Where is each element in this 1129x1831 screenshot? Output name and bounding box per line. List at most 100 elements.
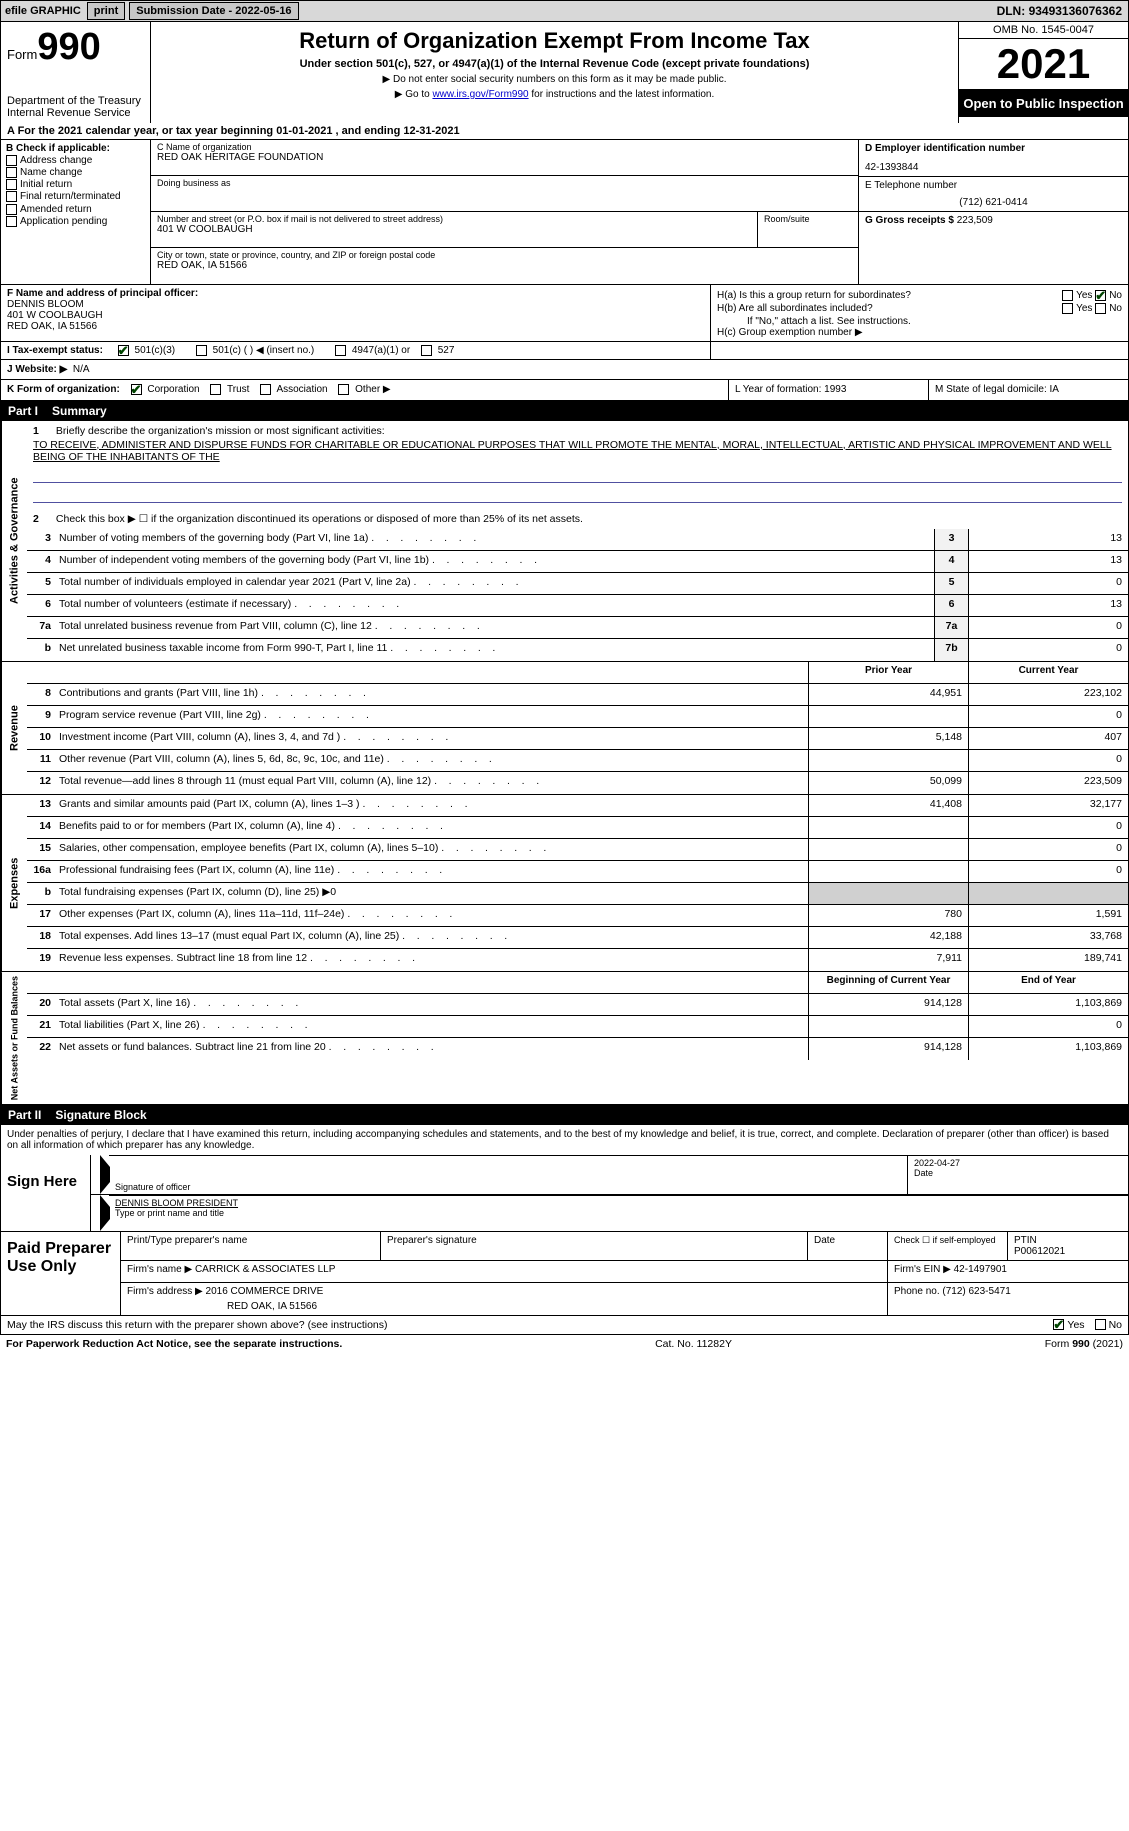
box-f: F Name and address of principal officer:…: [1, 285, 711, 341]
street-label: Number and street (or P.O. box if mail i…: [157, 214, 751, 224]
cat-no: Cat. No. 11282Y: [655, 1338, 732, 1350]
prep-phone: (712) 623-5471: [942, 1286, 1010, 1297]
form-footer: Form 990 (2021): [1045, 1338, 1123, 1350]
line-k-year: L Year of formation: 1993: [728, 380, 928, 399]
chk-address-change[interactable]: Address change: [6, 155, 145, 166]
chk-501c3[interactable]: [118, 345, 129, 356]
ein-box: D Employer identification number 42-1393…: [859, 140, 1128, 177]
table-row: 22 Net assets or fund balances. Subtract…: [27, 1038, 1128, 1060]
chk-amended[interactable]: Amended return: [6, 204, 145, 215]
print-button[interactable]: print: [87, 2, 125, 20]
table-row: 7a Total unrelated business revenue from…: [27, 617, 1128, 639]
hb-note: If "No," attach a list. See instructions…: [717, 316, 1122, 327]
top-bar: efile GRAPHIC print Submission Date - 20…: [0, 0, 1129, 22]
box-f-label: F Name and address of principal officer:: [7, 288, 198, 299]
dept-treasury: Department of the Treasury: [7, 95, 144, 107]
section-ij: I Tax-exempt status: 501(c)(3) 501(c) ( …: [0, 342, 1129, 360]
prior-year-header: Prior Year: [808, 662, 968, 683]
revenue-header-row: Prior Year Current Year: [27, 662, 1128, 684]
form-header: Form990 Department of the Treasury Inter…: [0, 22, 1129, 123]
chk-501c[interactable]: [196, 345, 207, 356]
revenue-body: Prior Year Current Year 8 Contributions …: [27, 662, 1128, 794]
blank-line-1: [33, 467, 1122, 483]
table-row: 10 Investment income (Part VIII, column …: [27, 728, 1128, 750]
form-subtitle: Under section 501(c), 527, or 4947(a)(1)…: [157, 58, 952, 70]
last-line: For Paperwork Reduction Act Notice, see …: [0, 1335, 1129, 1353]
prep-phone-row: Phone no. (712) 623-5471: [888, 1283, 1128, 1315]
part1-header: Part I Summary: [0, 401, 1129, 421]
begin-year-header: Beginning of Current Year: [808, 972, 968, 993]
table-row: 19 Revenue less expenses. Subtract line …: [27, 949, 1128, 971]
chk-name-change[interactable]: Name change: [6, 167, 145, 178]
line-k-state: M State of legal domicile: IA: [928, 380, 1128, 399]
sig-officer-label: Signature of officer: [115, 1182, 190, 1192]
chk-corp[interactable]: [131, 384, 142, 395]
line-i-label: I Tax-exempt status:: [7, 345, 103, 356]
box-c: C Name of organization RED OAK HERITAGE …: [151, 140, 858, 284]
prep-name-header: Print/Type preparer's name: [121, 1232, 381, 1260]
form-link-row: ▶ Go to www.irs.gov/Form990 for instruct…: [157, 89, 952, 100]
prep-date-header: Date: [808, 1232, 888, 1260]
sig-name: DENNIS BLOOM PRESIDENT: [115, 1198, 1122, 1208]
hb-row: H(b) Are all subordinates included? Yes …: [717, 303, 1122, 314]
end-year-header: End of Year: [968, 972, 1128, 993]
chk-app-pending[interactable]: Application pending: [6, 216, 145, 227]
prep-addr1: 2016 COMMERCE DRIVE: [206, 1286, 324, 1297]
revenue-sidelabel: Revenue: [1, 662, 27, 794]
chk-trust[interactable]: [210, 384, 221, 395]
tax-year: 2021: [959, 39, 1128, 90]
form-number: Form990: [7, 26, 144, 69]
governance-sidelabel: Activities & Governance: [1, 421, 27, 661]
header-right: OMB No. 1545-0047 2021 Open to Public In…: [958, 22, 1128, 123]
hb-yes[interactable]: [1062, 303, 1073, 314]
table-row: 15 Salaries, other compensation, employe…: [27, 839, 1128, 861]
line-j: J Website: ▶ N/A: [0, 360, 1129, 380]
form-title: Return of Organization Exempt From Incom…: [157, 28, 952, 54]
org-name-box: C Name of organization RED OAK HERITAGE …: [151, 140, 858, 176]
sig-date-label: Date: [914, 1168, 1122, 1178]
footer-yes[interactable]: [1053, 1319, 1064, 1330]
table-row: 20 Total assets (Part X, line 16) 914,12…: [27, 994, 1128, 1016]
irs-link[interactable]: www.irs.gov/Form990: [432, 89, 528, 100]
table-row: 6 Total number of volunteers (estimate i…: [27, 595, 1128, 617]
chk-final-return[interactable]: Final return/terminated: [6, 191, 145, 202]
hb-no[interactable]: [1095, 303, 1106, 314]
line-k: K Form of organization: Corporation Trus…: [0, 380, 1129, 400]
chk-other[interactable]: [338, 384, 349, 395]
street-value: 401 W COOLBAUGH: [157, 224, 751, 235]
governance-section: Activities & Governance 1 Briefly descri…: [0, 421, 1129, 662]
chk-initial-return[interactable]: Initial return: [6, 179, 145, 190]
chk-527[interactable]: [421, 345, 432, 356]
prep-firm-row: Firm's name ▶ CARRICK & ASSOCIATES LLP: [121, 1261, 888, 1282]
officer-name: DENNIS BLOOM: [7, 299, 704, 310]
line2-text: Check this box ▶ ☐ if the organization d…: [56, 513, 583, 525]
open-to-public: Open to Public Inspection: [959, 90, 1128, 117]
sign-body: Signature of officer 2022-04-27 Date DEN…: [91, 1155, 1128, 1231]
preparer-body: Print/Type preparer's name Preparer's si…: [121, 1232, 1128, 1315]
line-k-form: K Form of organization: Corporation Trus…: [1, 380, 728, 399]
table-row: 5 Total number of individuals employed i…: [27, 573, 1128, 595]
blank-line-2: [33, 487, 1122, 503]
footer-q-text: May the IRS discuss this return with the…: [7, 1319, 1053, 1331]
part2-num: Part II: [8, 1108, 41, 1122]
phone-box: E Telephone number (712) 621-0414: [859, 177, 1128, 212]
sign-section: Sign Here Signature of officer 2022-04-2…: [0, 1155, 1129, 1232]
table-row: 4 Number of independent voting members o…: [27, 551, 1128, 573]
sign-arrow-1: [91, 1155, 109, 1194]
chk-assoc[interactable]: [260, 384, 271, 395]
section-bcd: B Check if applicable: Address change Na…: [0, 140, 1129, 285]
chk-4947[interactable]: [335, 345, 346, 356]
officer-city: RED OAK, IA 51566: [7, 321, 704, 332]
ha-no[interactable]: [1095, 290, 1106, 301]
gross-label: G Gross receipts $: [865, 215, 957, 226]
table-row: 11 Other revenue (Part VIII, column (A),…: [27, 750, 1128, 772]
ha-yes[interactable]: [1062, 290, 1073, 301]
paperwork-notice: For Paperwork Reduction Act Notice, see …: [6, 1338, 342, 1350]
prep-firm: CARRICK & ASSOCIATES LLP: [195, 1264, 335, 1275]
omb-number: OMB No. 1545-0047: [959, 22, 1128, 39]
footer-question: May the IRS discuss this return with the…: [0, 1316, 1129, 1335]
table-row: 17 Other expenses (Part IX, column (A), …: [27, 905, 1128, 927]
footer-no[interactable]: [1095, 1319, 1106, 1330]
box-b-label: B Check if applicable:: [6, 143, 145, 154]
sign-here-label: Sign Here: [1, 1155, 91, 1231]
